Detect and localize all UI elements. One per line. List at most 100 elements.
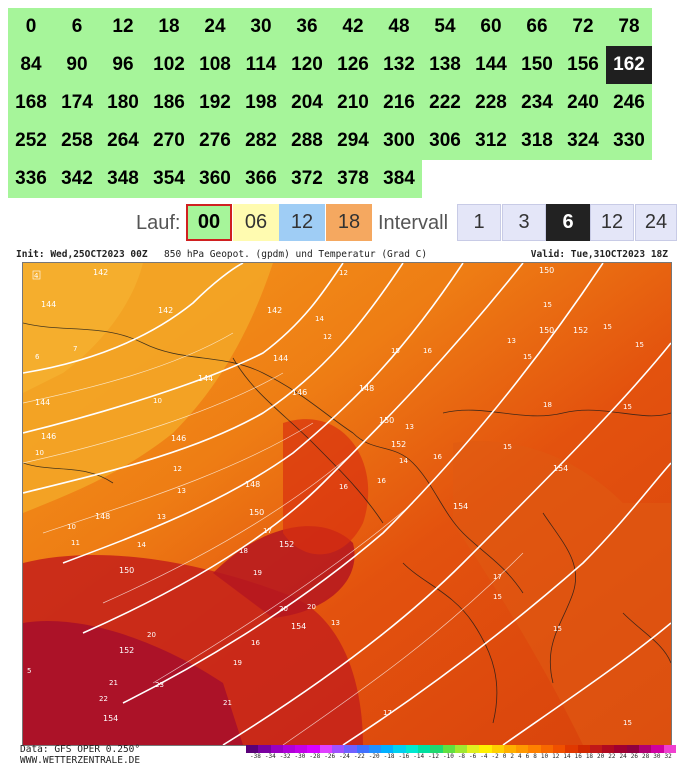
forecast-hour-330[interactable]: 330: [606, 122, 652, 160]
svg-text:15: 15: [543, 301, 552, 309]
forecast-hour-300[interactable]: 300: [376, 122, 422, 160]
forecast-hour-138[interactable]: 138: [422, 46, 468, 84]
forecast-hour-246[interactable]: 246: [606, 84, 652, 122]
forecast-hour-24[interactable]: 24: [192, 8, 238, 46]
svg-text:17: 17: [383, 709, 392, 717]
scale-label: -30: [294, 753, 306, 760]
forecast-hour-162[interactable]: 162: [606, 46, 652, 84]
forecast-hour-372[interactable]: 372: [284, 160, 330, 198]
forecast-hour-36[interactable]: 36: [284, 8, 330, 46]
run-option-00[interactable]: 00: [186, 204, 232, 241]
forecast-hour-90[interactable]: 90: [54, 46, 100, 84]
forecast-hour-240[interactable]: 240: [560, 84, 606, 122]
forecast-hour-18[interactable]: 18: [146, 8, 192, 46]
svg-text:150: 150: [379, 416, 394, 425]
forecast-hour-192[interactable]: 192: [192, 84, 238, 122]
forecast-hour-132[interactable]: 132: [376, 46, 422, 84]
forecast-hour-72[interactable]: 72: [560, 8, 606, 46]
forecast-hour-174[interactable]: 174: [54, 84, 100, 122]
forecast-hour-366[interactable]: 366: [238, 160, 284, 198]
scale-swatch: [614, 745, 627, 753]
forecast-hour-96[interactable]: 96: [100, 46, 146, 84]
forecast-hour-12[interactable]: 12: [100, 8, 146, 46]
forecast-hour-210[interactable]: 210: [330, 84, 376, 122]
scale-colors: [246, 745, 676, 753]
forecast-hour-270[interactable]: 270: [146, 122, 192, 160]
run-option-18[interactable]: 18: [326, 204, 372, 241]
forecast-hour-48[interactable]: 48: [376, 8, 422, 46]
interval-option-24[interactable]: 24: [635, 204, 677, 241]
forecast-hour-216[interactable]: 216: [376, 84, 422, 122]
forecast-hour-258[interactable]: 258: [54, 122, 100, 160]
forecast-hour-6[interactable]: 6: [54, 8, 100, 46]
forecast-hour-186[interactable]: 186: [146, 84, 192, 122]
forecast-hour-102[interactable]: 102: [146, 46, 192, 84]
forecast-hour-252[interactable]: 252: [8, 122, 54, 160]
forecast-hour-282[interactable]: 282: [238, 122, 284, 160]
forecast-hour-168[interactable]: 168: [8, 84, 54, 122]
scale-swatch: [454, 745, 468, 753]
forecast-hour-66[interactable]: 66: [514, 8, 560, 46]
forecast-hour-234[interactable]: 234: [514, 84, 560, 122]
forecast-hour-354[interactable]: 354: [146, 160, 192, 198]
svg-text:15: 15: [623, 719, 632, 727]
svg-text:13: 13: [331, 619, 340, 627]
svg-text:144: 144: [41, 300, 56, 309]
forecast-hour-228[interactable]: 228: [468, 84, 514, 122]
scale-label: 0: [502, 753, 507, 760]
scale-swatch: [503, 745, 517, 753]
svg-text:15: 15: [553, 625, 562, 633]
interval-option-1[interactable]: 1: [457, 204, 501, 241]
svg-text:10: 10: [67, 523, 76, 531]
forecast-hour-144[interactable]: 144: [468, 46, 514, 84]
forecast-hour-222[interactable]: 222: [422, 84, 468, 122]
scale-swatch: [331, 745, 345, 753]
scale-swatch: [516, 745, 529, 753]
forecast-hour-378[interactable]: 378: [330, 160, 376, 198]
forecast-hour-348[interactable]: 348: [100, 160, 146, 198]
forecast-hour-204[interactable]: 204: [284, 84, 330, 122]
weather-map[interactable]: 142 144 142 142 144 144 144 -146 146 146…: [22, 262, 672, 746]
svg-text:144: 144: [198, 374, 213, 383]
scale-label: -28: [309, 753, 321, 760]
forecast-hour-312[interactable]: 312: [468, 122, 514, 160]
forecast-hour-306[interactable]: 306: [422, 122, 468, 160]
forecast-hour-30[interactable]: 30: [238, 8, 284, 46]
scale-swatch: [442, 745, 455, 753]
forecast-hour-324[interactable]: 324: [560, 122, 606, 160]
forecast-hour-294[interactable]: 294: [330, 122, 376, 160]
forecast-hour-60[interactable]: 60: [468, 8, 514, 46]
run-option-06[interactable]: 06: [233, 204, 279, 241]
forecast-hour-54[interactable]: 54: [422, 8, 468, 46]
forecast-hour-384[interactable]: 384: [376, 160, 422, 198]
forecast-hour-120[interactable]: 120: [284, 46, 330, 84]
scale-label: -16: [398, 753, 410, 760]
forecast-hour-0[interactable]: 0: [8, 8, 54, 46]
forecast-hour-114[interactable]: 114: [238, 46, 284, 84]
interval-option-12[interactable]: 12: [590, 204, 634, 241]
forecast-hour-108[interactable]: 108: [192, 46, 238, 84]
data-source: Data: GFS OPER 0.250°: [20, 744, 141, 755]
scale-label: 20: [597, 753, 605, 760]
forecast-hour-264[interactable]: 264: [100, 122, 146, 160]
forecast-hour-156[interactable]: 156: [560, 46, 606, 84]
run-option-12[interactable]: 12: [279, 204, 325, 241]
interval-option-3[interactable]: 3: [502, 204, 546, 241]
forecast-hour-78[interactable]: 78: [606, 8, 652, 46]
interval-option-6[interactable]: 6: [546, 204, 590, 241]
forecast-hour-42[interactable]: 42: [330, 8, 376, 46]
forecast-hour-198[interactable]: 198: [238, 84, 284, 122]
scale-labels: -38 -34 -32 -30 -28 -26 -24 -22 -20 -18 -16 -14 -12-…: [246, 753, 676, 760]
forecast-hour-360[interactable]: 360: [192, 160, 238, 198]
forecast-hour-126[interactable]: 126: [330, 46, 376, 84]
forecast-hour-276[interactable]: 276: [192, 122, 238, 160]
forecast-hour-336[interactable]: 336: [8, 160, 54, 198]
svg-text:19: 19: [233, 659, 242, 667]
scale-swatch: [577, 745, 590, 753]
forecast-hour-288[interactable]: 288: [284, 122, 330, 160]
forecast-hour-180[interactable]: 180: [100, 84, 146, 122]
forecast-hour-84[interactable]: 84: [8, 46, 54, 84]
forecast-hour-342[interactable]: 342: [54, 160, 100, 198]
forecast-hour-150[interactable]: 150: [514, 46, 560, 84]
forecast-hour-318[interactable]: 318: [514, 122, 560, 160]
